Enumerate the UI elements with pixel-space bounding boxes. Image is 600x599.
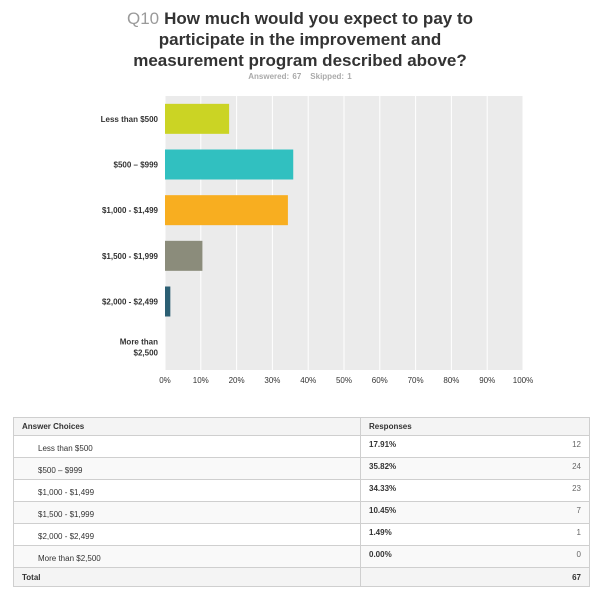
row-percent: 10.45% bbox=[369, 506, 397, 515]
response-stats: Answered: 67 Skipped: 1 bbox=[0, 72, 600, 81]
row-choice: $1,500 - $1,999 bbox=[13, 501, 361, 524]
row-responses: 34.33% 23 bbox=[360, 479, 590, 502]
row-choice: $2,000 - $2,499 bbox=[13, 523, 361, 546]
table-row: $1,000 - $1,499 34.33% 23 bbox=[13, 479, 590, 502]
category-label: Less than $500 bbox=[101, 115, 159, 124]
bar-chart: Less than $500 $500 – $999 $1,000 - $1,499… bbox=[101, 96, 533, 385]
bar bbox=[165, 240, 203, 271]
row-responses: 0.00% 0 bbox=[360, 545, 590, 568]
header-answer-choices: Answer Choices bbox=[13, 417, 361, 436]
table-row: $2,000 - $2,499 1.49% 1 bbox=[13, 523, 590, 546]
question-text-line-2: participate in the improvement and bbox=[158, 30, 442, 49]
category-label-line: Less than $500 bbox=[101, 115, 159, 124]
row-percent: 34.33% bbox=[369, 484, 397, 493]
question-text-line-3: measurement program described above? bbox=[133, 51, 467, 70]
row-responses: 17.91% 12 bbox=[360, 435, 590, 458]
table-header-row: Answer Choices Responses bbox=[13, 417, 590, 436]
row-percent: 17.91% bbox=[369, 440, 397, 449]
category-label: $2,000 - $2,499 bbox=[102, 298, 159, 307]
row-choice: Less than $500 bbox=[13, 435, 361, 458]
category-label-line: $500 – $999 bbox=[114, 161, 159, 170]
row-count: 12 bbox=[572, 440, 581, 449]
row-percent: 1.49% bbox=[369, 528, 392, 537]
x-tick-label: 100% bbox=[513, 376, 533, 385]
answered-count: Answered: 67 bbox=[248, 72, 302, 81]
table-row: $1,500 - $1,999 10.45% 7 bbox=[13, 501, 590, 524]
question-title: Q10 How much would you expect to pay to p… bbox=[60, 8, 540, 71]
row-percent: 35.82% bbox=[369, 462, 397, 471]
x-tick-label: 40% bbox=[300, 376, 316, 385]
question-number: Q10 bbox=[127, 9, 160, 28]
bar bbox=[165, 195, 288, 226]
category-label: More than $2,500 bbox=[120, 338, 159, 358]
x-tick-label: 60% bbox=[372, 376, 388, 385]
row-choice: More than $2,500 bbox=[13, 545, 361, 568]
category-label-line: More than bbox=[120, 338, 158, 347]
x-tick-labels: 0% 10% 20% 30% 40% 50% 60% 70% 80% 90% 100% bbox=[159, 376, 533, 385]
category-label-line: $1,500 - $1,999 bbox=[102, 252, 159, 261]
question-text-line-1: How much would you expect to pay to bbox=[164, 9, 473, 28]
bar bbox=[165, 149, 294, 180]
row-percent: 0.00% bbox=[369, 550, 392, 559]
bar bbox=[165, 103, 230, 134]
x-tick-label: 70% bbox=[408, 376, 424, 385]
x-tick-label: 80% bbox=[443, 376, 459, 385]
category-label: $1,500 - $1,999 bbox=[102, 252, 159, 261]
category-labels: Less than $500 $500 – $999 $1,000 - $1,499… bbox=[101, 115, 159, 358]
x-tick-label: 90% bbox=[479, 376, 495, 385]
row-count: 0 bbox=[576, 550, 581, 559]
row-responses: 10.45% 7 bbox=[360, 501, 590, 524]
row-responses: 1.49% 1 bbox=[360, 523, 590, 546]
row-count: 1 bbox=[576, 528, 581, 537]
row-responses: 35.82% 24 bbox=[360, 457, 590, 480]
x-tick-label: 30% bbox=[264, 376, 280, 385]
x-tick-label: 50% bbox=[336, 376, 352, 385]
x-tick-label: 20% bbox=[229, 376, 245, 385]
bars bbox=[165, 103, 294, 317]
table-row: Less than $500 17.91% 12 bbox=[13, 435, 590, 458]
total-count: 67 bbox=[360, 567, 590, 587]
category-label: $500 – $999 bbox=[114, 161, 159, 170]
responses-table: Answer Choices Responses Less than $500 … bbox=[13, 417, 590, 587]
row-choice: $1,000 - $1,499 bbox=[13, 479, 361, 502]
row-count: 23 bbox=[572, 484, 581, 493]
x-tick-label: 0% bbox=[159, 376, 171, 385]
total-row: Total 67 bbox=[13, 567, 590, 587]
x-tick-label: 10% bbox=[193, 376, 209, 385]
category-label-line: $2,500 bbox=[134, 349, 159, 358]
category-label-line: $2,000 - $2,499 bbox=[102, 298, 159, 307]
table-row: $500 – $999 35.82% 24 bbox=[13, 457, 590, 480]
bar bbox=[165, 286, 171, 317]
skipped-count: Skipped: 1 bbox=[310, 72, 352, 81]
gridlines bbox=[164, 96, 524, 370]
total-label: Total bbox=[13, 567, 361, 587]
category-label-line: $1,000 - $1,499 bbox=[102, 206, 159, 215]
category-label: $1,000 - $1,499 bbox=[102, 206, 159, 215]
row-count: 24 bbox=[572, 462, 581, 471]
header-responses: Responses bbox=[360, 417, 590, 436]
row-choice: $500 – $999 bbox=[13, 457, 361, 480]
row-count: 7 bbox=[576, 506, 581, 515]
table-row: More than $2,500 0.00% 0 bbox=[13, 545, 590, 568]
